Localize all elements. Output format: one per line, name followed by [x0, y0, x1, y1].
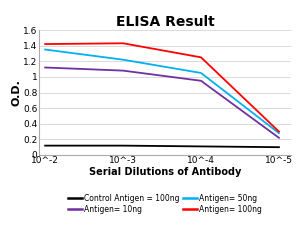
Antigen= 100ng [121, 42, 125, 45]
Control Antigen = 100ng [44, 144, 47, 147]
Control Antigen = 100ng [277, 146, 281, 149]
Title: ELISA Result: ELISA Result [116, 15, 214, 29]
Antigen= 50ng [199, 72, 203, 74]
Antigen= 10ng [277, 136, 281, 139]
X-axis label: Serial Dilutions of Antibody: Serial Dilutions of Antibody [89, 167, 241, 177]
Antigen= 50ng [277, 132, 281, 134]
Antigen= 50ng [44, 48, 47, 51]
Antigen= 100ng [199, 56, 203, 59]
Y-axis label: O.D.: O.D. [12, 79, 22, 106]
Antigen= 50ng [121, 58, 125, 61]
Legend: Control Antigen = 100ng, Antigen= 10ng, Antigen= 50ng, Antigen= 100ng: Control Antigen = 100ng, Antigen= 10ng, … [68, 194, 262, 214]
Line: Antigen= 10ng: Antigen= 10ng [45, 68, 279, 138]
Antigen= 10ng [44, 66, 47, 69]
Control Antigen = 100ng [121, 144, 125, 147]
Line: Control Antigen = 100ng: Control Antigen = 100ng [45, 146, 279, 147]
Antigen= 100ng [44, 42, 47, 45]
Antigen= 100ng [277, 130, 281, 133]
Antigen= 10ng [121, 69, 125, 72]
Control Antigen = 100ng [199, 145, 203, 148]
Line: Antigen= 100ng: Antigen= 100ng [45, 43, 279, 132]
Antigen= 10ng [199, 79, 203, 82]
Line: Antigen= 50ng: Antigen= 50ng [45, 50, 279, 133]
